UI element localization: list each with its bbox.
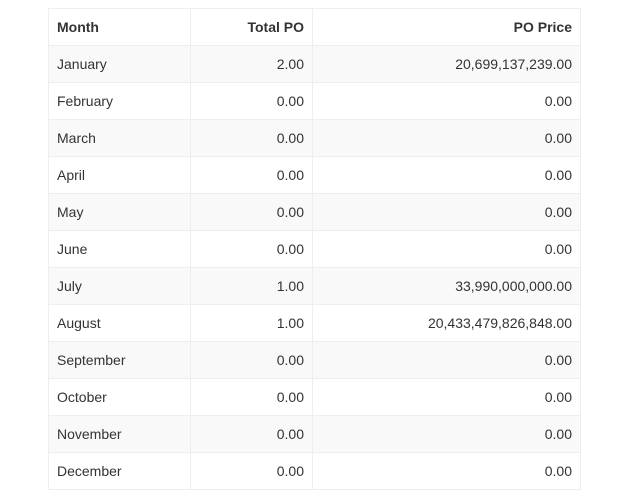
cell-month: April (48, 156, 191, 194)
cell-po-price: 20,433,479,826,848.00 (312, 304, 581, 342)
table-row: July 1.00 33,990,000,000.00 (48, 267, 581, 305)
table-row: January 2.00 20,699,137,239.00 (48, 45, 581, 83)
table-header: Month Total PO PO Price (48, 8, 581, 46)
table-row: February 0.00 0.00 (48, 82, 581, 120)
cell-po-price: 0.00 (312, 193, 581, 231)
table-row: December 0.00 0.00 (48, 452, 581, 490)
cell-month: December (48, 452, 191, 490)
table-row: April 0.00 0.00 (48, 156, 581, 194)
cell-po-price: 0.00 (312, 230, 581, 268)
table-row: August 1.00 20,433,479,826,848.00 (48, 304, 581, 342)
cell-total-po: 0.00 (190, 341, 313, 379)
cell-month: January (48, 45, 191, 83)
cell-month: November (48, 415, 191, 453)
table-row: May 0.00 0.00 (48, 193, 581, 231)
cell-po-price: 0.00 (312, 156, 581, 194)
cell-po-price: 0.00 (312, 82, 581, 120)
cell-month: July (48, 267, 191, 305)
cell-total-po: 0.00 (190, 230, 313, 268)
cell-po-price: 0.00 (312, 452, 581, 490)
cell-po-price: 33,990,000,000.00 (312, 267, 581, 305)
cell-month: March (48, 119, 191, 157)
po-summary-table-container: Month Total PO PO Price January 2.00 20,… (48, 8, 581, 490)
cell-total-po: 1.00 (190, 267, 313, 305)
table-body: January 2.00 20,699,137,239.00 February … (48, 45, 581, 490)
cell-month: September (48, 341, 191, 379)
cell-total-po: 0.00 (190, 156, 313, 194)
cell-total-po: 1.00 (190, 304, 313, 342)
table-row: June 0.00 0.00 (48, 230, 581, 268)
cell-po-price: 0.00 (312, 341, 581, 379)
table-row: October 0.00 0.00 (48, 378, 581, 416)
table-row: March 0.00 0.00 (48, 119, 581, 157)
cell-total-po: 0.00 (190, 193, 313, 231)
cell-total-po: 0.00 (190, 119, 313, 157)
cell-total-po: 0.00 (190, 415, 313, 453)
cell-total-po: 0.00 (190, 378, 313, 416)
column-header-total-po: Total PO (190, 8, 313, 46)
column-header-month: Month (48, 8, 191, 46)
cell-total-po: 2.00 (190, 45, 313, 83)
table-row: November 0.00 0.00 (48, 415, 581, 453)
cell-month: June (48, 230, 191, 268)
po-summary-table: Month Total PO PO Price January 2.00 20,… (48, 8, 581, 490)
cell-month: May (48, 193, 191, 231)
cell-total-po: 0.00 (190, 452, 313, 490)
cell-po-price: 0.00 (312, 415, 581, 453)
cell-total-po: 0.00 (190, 82, 313, 120)
column-header-po-price: PO Price (312, 8, 581, 46)
cell-po-price: 0.00 (312, 378, 581, 416)
table-row: September 0.00 0.00 (48, 341, 581, 379)
cell-month: October (48, 378, 191, 416)
header-row: Month Total PO PO Price (48, 8, 581, 46)
cell-month: February (48, 82, 191, 120)
cell-po-price: 20,699,137,239.00 (312, 45, 581, 83)
cell-po-price: 0.00 (312, 119, 581, 157)
cell-month: August (48, 304, 191, 342)
